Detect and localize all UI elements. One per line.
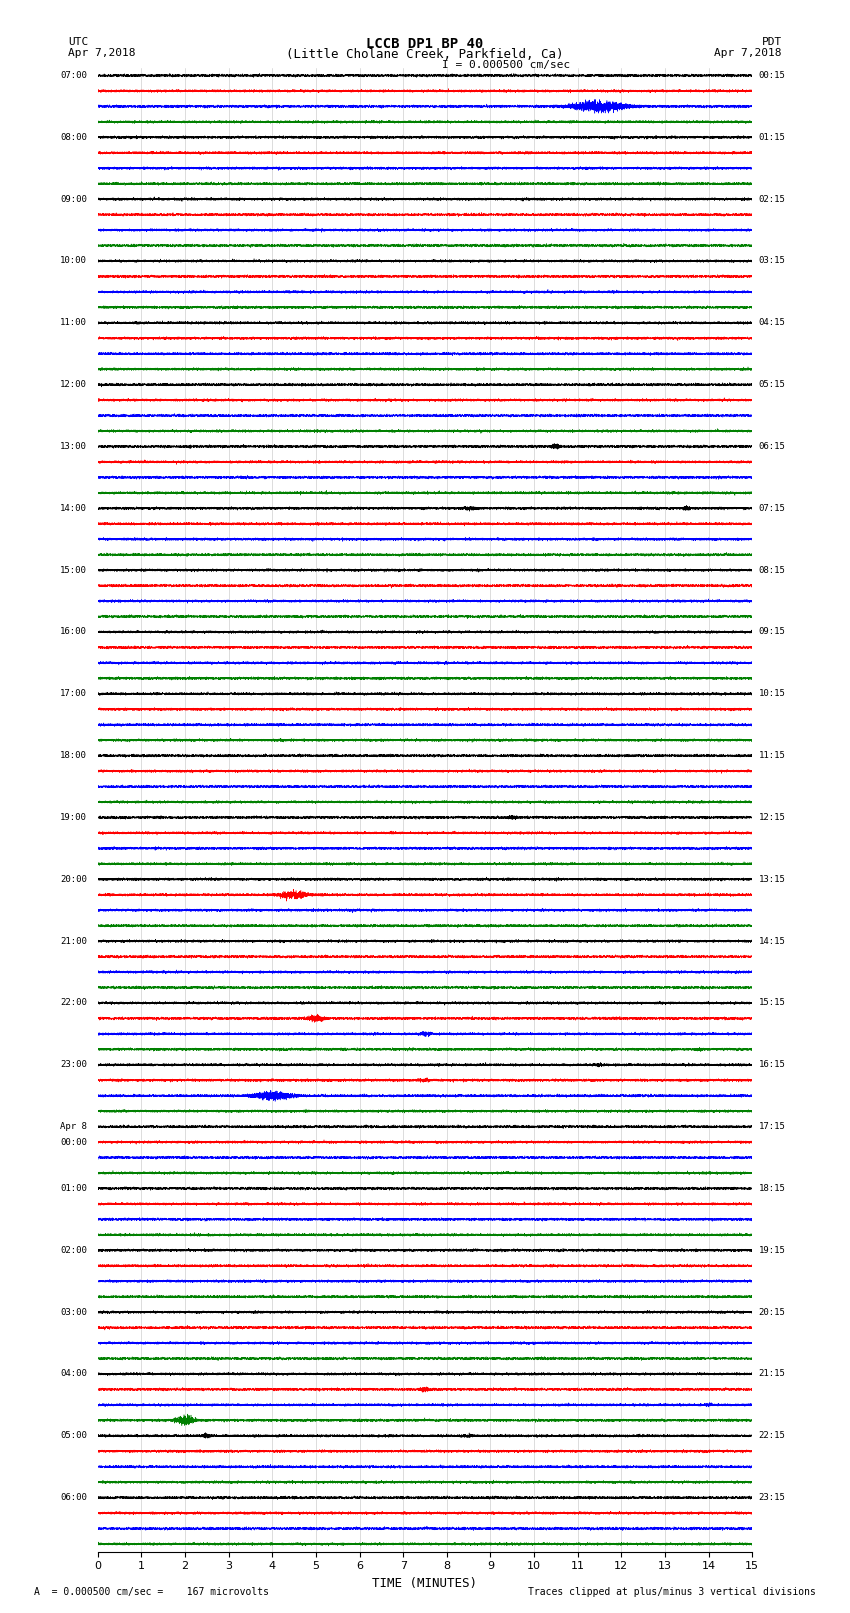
Text: 17:00: 17:00 [60,689,87,698]
Text: UTC: UTC [68,37,88,47]
Text: 18:00: 18:00 [60,752,87,760]
Text: A  = 0.000500 cm/sec =    167 microvolts: A = 0.000500 cm/sec = 167 microvolts [34,1587,269,1597]
Text: 12:15: 12:15 [759,813,785,823]
Text: 07:00: 07:00 [60,71,87,81]
Text: Apr 8: Apr 8 [60,1123,87,1131]
Text: 21:15: 21:15 [759,1369,785,1379]
Text: 00:00: 00:00 [60,1137,87,1147]
Text: LCCB DP1 BP 40: LCCB DP1 BP 40 [366,37,484,52]
Text: 09:00: 09:00 [60,195,87,203]
Text: Apr 7,2018: Apr 7,2018 [68,48,135,58]
Text: 13:15: 13:15 [759,874,785,884]
Text: 17:15: 17:15 [759,1123,785,1131]
Text: 06:15: 06:15 [759,442,785,452]
Text: 16:15: 16:15 [759,1060,785,1069]
Text: 23:15: 23:15 [759,1494,785,1502]
Text: 02:15: 02:15 [759,195,785,203]
Text: 10:15: 10:15 [759,689,785,698]
Text: 22:00: 22:00 [60,998,87,1008]
Text: 09:15: 09:15 [759,627,785,637]
Text: 00:15: 00:15 [759,71,785,81]
Text: Traces clipped at plus/minus 3 vertical divisions: Traces clipped at plus/minus 3 vertical … [528,1587,816,1597]
Text: 01:00: 01:00 [60,1184,87,1194]
Text: 05:15: 05:15 [759,381,785,389]
Text: PDT: PDT [762,37,782,47]
Text: 11:00: 11:00 [60,318,87,327]
Text: 22:15: 22:15 [759,1431,785,1440]
Text: 18:15: 18:15 [759,1184,785,1194]
Text: 21:00: 21:00 [60,937,87,945]
Text: 08:15: 08:15 [759,566,785,574]
Text: 04:00: 04:00 [60,1369,87,1379]
Text: 20:00: 20:00 [60,874,87,884]
Text: 11:15: 11:15 [759,752,785,760]
Text: 10:00: 10:00 [60,256,87,266]
Text: 13:00: 13:00 [60,442,87,452]
Text: 01:15: 01:15 [759,132,785,142]
Text: 14:15: 14:15 [759,937,785,945]
Text: 05:00: 05:00 [60,1431,87,1440]
Text: 03:15: 03:15 [759,256,785,266]
Text: 03:00: 03:00 [60,1308,87,1316]
Text: 07:15: 07:15 [759,503,785,513]
Text: I = 0.000500 cm/sec: I = 0.000500 cm/sec [442,60,570,69]
Text: 14:00: 14:00 [60,503,87,513]
Text: 23:00: 23:00 [60,1060,87,1069]
Text: 06:00: 06:00 [60,1494,87,1502]
Text: 12:00: 12:00 [60,381,87,389]
Text: 08:00: 08:00 [60,132,87,142]
Text: 02:00: 02:00 [60,1245,87,1255]
Text: Apr 7,2018: Apr 7,2018 [715,48,782,58]
Text: 19:15: 19:15 [759,1245,785,1255]
Text: 20:15: 20:15 [759,1308,785,1316]
Text: 15:15: 15:15 [759,998,785,1008]
Text: 04:15: 04:15 [759,318,785,327]
Text: 16:00: 16:00 [60,627,87,637]
Text: 15:00: 15:00 [60,566,87,574]
Text: 19:00: 19:00 [60,813,87,823]
X-axis label: TIME (MINUTES): TIME (MINUTES) [372,1578,478,1590]
Text: (Little Cholane Creek, Parkfield, Ca): (Little Cholane Creek, Parkfield, Ca) [286,48,564,61]
